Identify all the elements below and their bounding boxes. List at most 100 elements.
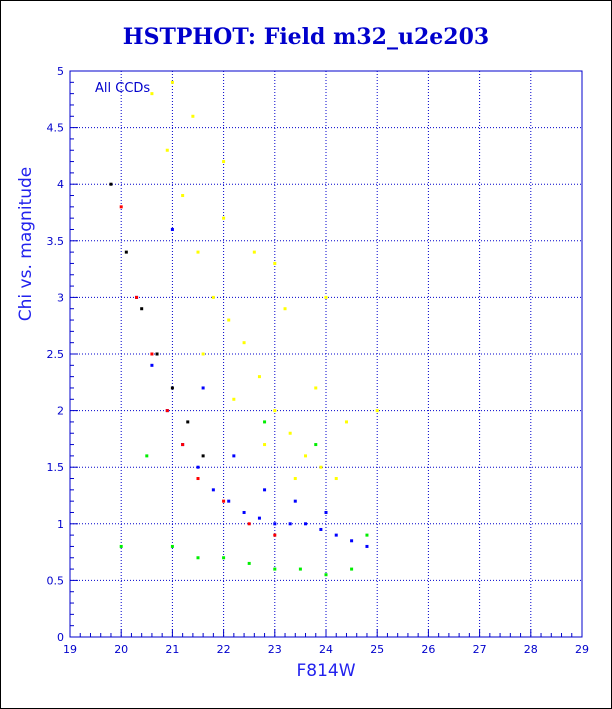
- data-point-yellow: [232, 397, 236, 401]
- all-ccds-annotation: All CCDs: [95, 81, 150, 96]
- y-tick-label: 0: [57, 631, 64, 644]
- data-point-black: [201, 454, 205, 458]
- data-point-green: [365, 533, 369, 537]
- data-point-blue: [170, 227, 174, 231]
- data-point-yellow: [375, 409, 379, 413]
- data-point-blue: [150, 363, 154, 367]
- data-point-yellow: [257, 375, 261, 379]
- data-point-yellow: [191, 114, 195, 118]
- chart-title: HSTPHOT: Field m32_u2e203: [122, 24, 490, 50]
- y-tick-label: 4.5: [47, 122, 65, 135]
- x-tick-label: 29: [575, 643, 589, 656]
- data-point-green: [222, 556, 226, 560]
- data-point-red: [273, 533, 277, 537]
- data-point-yellow: [273, 409, 277, 413]
- data-point-black: [109, 182, 113, 186]
- data-point-blue: [242, 510, 246, 514]
- data-point-yellow: [211, 295, 215, 299]
- data-point-yellow: [319, 465, 323, 469]
- data-point-blue: [196, 465, 200, 469]
- data-point-yellow: [196, 250, 200, 254]
- data-point-yellow: [181, 194, 185, 198]
- data-point-yellow: [334, 477, 338, 481]
- data-point-yellow: [314, 386, 318, 390]
- data-point-yellow: [227, 318, 231, 322]
- x-tick-label: 25: [370, 643, 384, 656]
- y-tick-label: 5: [57, 65, 64, 78]
- x-tick-label: 27: [473, 643, 487, 656]
- x-tick-label: 20: [114, 643, 128, 656]
- data-point-blue: [232, 454, 236, 458]
- y-tick-label: 2: [57, 405, 64, 418]
- x-tick-label: 23: [268, 643, 282, 656]
- data-point-red: [150, 352, 154, 356]
- data-point-yellow: [170, 80, 174, 84]
- x-tick-label: 28: [524, 643, 538, 656]
- data-point-green: [145, 454, 149, 458]
- data-point-red: [165, 409, 169, 413]
- data-point-black: [124, 250, 128, 254]
- y-tick-label: 3.5: [47, 235, 65, 248]
- data-point-yellow: [273, 261, 277, 265]
- data-point-blue: [201, 386, 205, 390]
- y-axis-label: Chi vs. magnitude: [16, 167, 36, 321]
- x-tick-label: 24: [319, 643, 333, 656]
- data-point-blue: [288, 522, 292, 526]
- x-tick-label: 21: [165, 643, 179, 656]
- data-point-black: [140, 307, 144, 311]
- y-tick-label: 3: [57, 291, 64, 304]
- axes: 19 20 21 22 23 24 25 26 27 28 29 0 0.5 1 1.5 2 2.5 3 3.5 4 4…: [47, 65, 590, 656]
- data-point-black: [155, 352, 159, 356]
- data-point-red: [181, 443, 185, 447]
- data-point-blue: [350, 539, 354, 543]
- x-tick-label: 19: [63, 643, 77, 656]
- data-point-red: [222, 499, 226, 503]
- data-point-yellow: [263, 443, 267, 447]
- data-point-blue: [273, 522, 277, 526]
- data-point-yellow: [222, 160, 226, 164]
- data-point-red: [119, 205, 123, 209]
- data-point-green: [119, 544, 123, 548]
- y-tick-label: 1.5: [47, 461, 65, 474]
- y-tick-label: 2.5: [47, 348, 65, 361]
- data-point-blue: [319, 527, 323, 531]
- x-tick-label: 22: [217, 643, 231, 656]
- data-point-yellow: [344, 420, 348, 424]
- data-point-green: [247, 561, 251, 565]
- data-point-red: [135, 295, 139, 299]
- data-point-red: [196, 477, 200, 481]
- data-point-yellow: [150, 92, 154, 96]
- data-point-red: [247, 522, 251, 526]
- y-tick-label: 1: [57, 518, 64, 531]
- data-point-green: [263, 420, 267, 424]
- y-tick-label: 0.5: [47, 574, 65, 587]
- data-point-yellow: [288, 431, 292, 435]
- data-point-blue: [304, 522, 308, 526]
- data-point-blue: [293, 499, 297, 503]
- data-point-blue: [324, 510, 328, 514]
- data-point-green: [196, 556, 200, 560]
- data-point-yellow: [283, 307, 287, 311]
- data-point-yellow: [165, 148, 169, 152]
- data-point-yellow: [293, 477, 297, 481]
- data-point-yellow: [201, 352, 205, 356]
- data-point-blue: [227, 499, 231, 503]
- data-point-black: [186, 420, 190, 424]
- data-point-green: [350, 567, 354, 571]
- data-point-green: [273, 567, 277, 571]
- data-point-yellow: [252, 250, 256, 254]
- data-point-green: [170, 544, 174, 548]
- data-point-blue: [263, 488, 267, 492]
- data-point-blue: [211, 488, 215, 492]
- y-tick-label: 4: [57, 178, 64, 191]
- data-point-green: [324, 573, 328, 577]
- data-points: [109, 80, 379, 577]
- data-point-green: [314, 443, 318, 447]
- data-point-yellow: [324, 295, 328, 299]
- data-point-blue: [365, 544, 369, 548]
- data-point-yellow: [242, 341, 246, 345]
- x-axis-label: F814W: [296, 661, 355, 681]
- data-point-yellow: [222, 216, 226, 220]
- data-point-blue: [257, 516, 261, 520]
